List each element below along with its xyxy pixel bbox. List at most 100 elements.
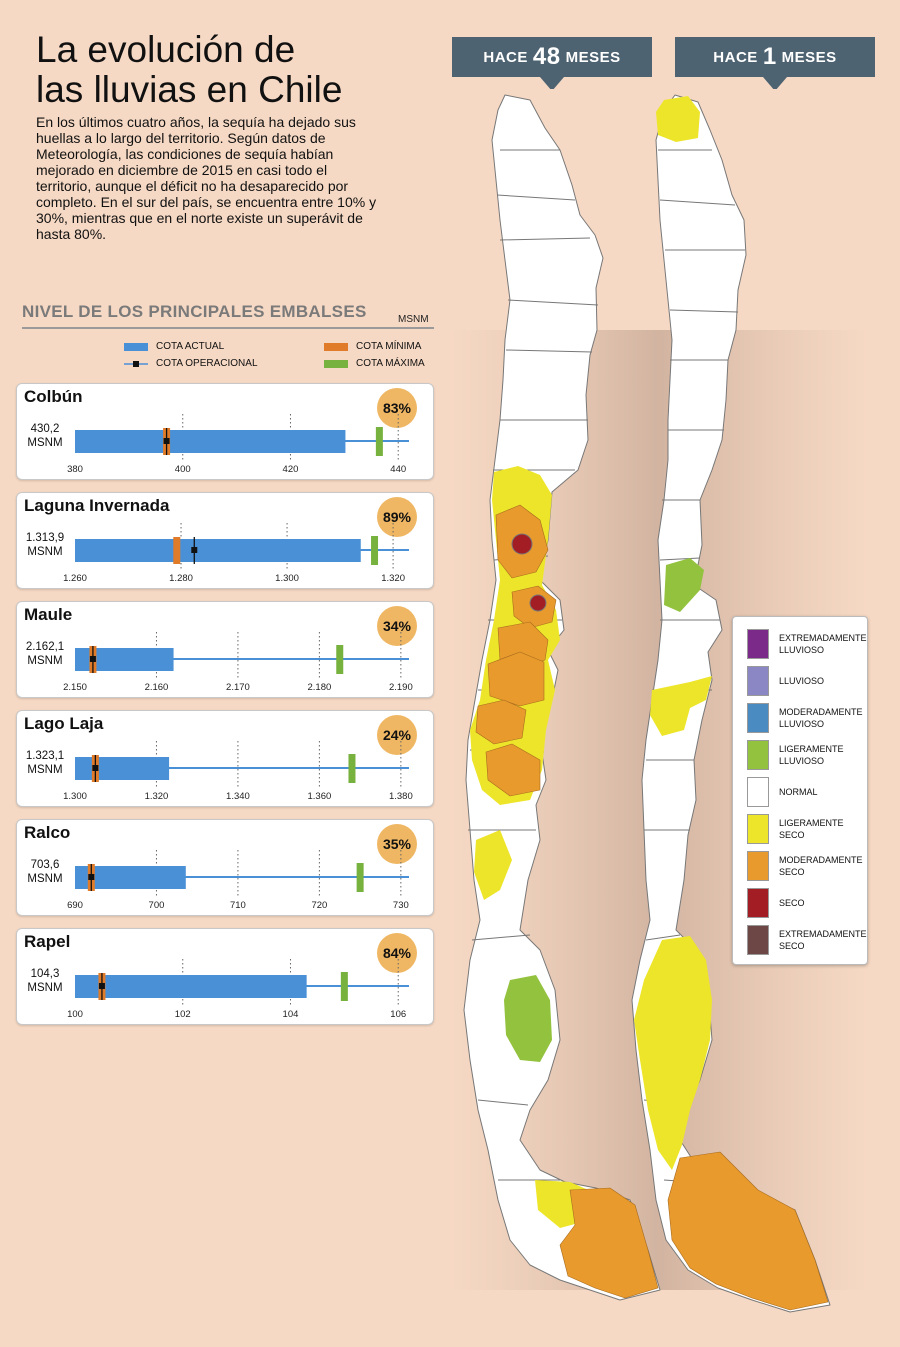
map-legend-label: EXTREMADAMENTE SECO	[779, 929, 867, 951]
map-legend-swatch	[747, 703, 769, 733]
tick-label: 400	[175, 464, 191, 475]
reservoir-value: 2.162,1 MSNM	[23, 640, 67, 668]
banner-1-month: HACE 1 MESES	[675, 37, 875, 89]
percent-badge: 83%	[377, 388, 417, 428]
banner-48-shape	[452, 37, 652, 89]
banner-48-number: 48	[532, 43, 561, 70]
percent-badge: 84%	[377, 933, 417, 973]
percent-badge: 24%	[377, 715, 417, 755]
map-48-red-zone-1	[511, 533, 533, 555]
bar-cota-actual	[75, 866, 186, 889]
marker-cota-maxima	[340, 972, 348, 1001]
reservoir-name: Rapel	[24, 932, 71, 951]
legend-actual-label: COTA ACTUAL	[156, 341, 225, 352]
map-legend-label: EXTREMADAMENTE LLUVIOSO	[779, 633, 867, 655]
bar-cota-actual	[75, 430, 346, 453]
tick-label: 710	[230, 900, 246, 911]
tick-label: 1.320	[145, 791, 169, 802]
banner-48-text: HACE 48 MESES	[452, 37, 652, 77]
tick-label: 420	[283, 464, 299, 475]
map-legend-item: EXTREMADAMENTE LLUVIOSO	[747, 629, 867, 659]
map-legend-item: SECO	[747, 888, 865, 918]
reservoir-value-number: 1.323,1	[25, 750, 65, 762]
banner-1-text: HACE 1 MESES	[675, 37, 875, 77]
map-legend-swatch	[747, 888, 769, 918]
reservoir-value: 430,2 MSNM	[23, 422, 67, 450]
tick-label: 1.300	[275, 573, 299, 584]
map-legend-swatch	[747, 777, 769, 807]
marker-cota-operacional	[191, 547, 198, 553]
map-legend-swatch	[747, 666, 769, 696]
tick-label: 1.280	[169, 573, 193, 584]
map-legend-item: LIGERAMENTE SECO	[747, 814, 865, 844]
reservoir-name: Maule	[24, 605, 73, 624]
marker-cota-maxima	[371, 536, 379, 565]
banner-1-shape	[675, 37, 875, 89]
reservoir-card: Ralco 35% 703,6 MSNM 690 700 710 720 730	[16, 819, 434, 916]
percent-badge: 35%	[377, 824, 417, 864]
map-1-yellow-zone-south	[634, 936, 712, 1170]
map-48-red-zone-2	[529, 594, 547, 612]
map-legend-item: LIGERAMENTE LLUVIOSO	[747, 740, 865, 770]
reservoir-value-unit: MSNM	[27, 437, 63, 449]
reservoir-value-unit: MSNM	[27, 982, 63, 994]
banner-1-number: 1	[762, 43, 777, 70]
banner-48-prefix: HACE	[483, 48, 528, 66]
map-legend-item: MODERADAMENTE SECO	[747, 851, 865, 881]
reservoir-value-unit: MSNM	[27, 655, 63, 667]
legend-maxima-swatch	[324, 359, 348, 368]
reservoir-value-number: 430,2	[30, 423, 60, 435]
map-48-green-zone	[504, 975, 552, 1062]
banner-48-suffix: MESES	[565, 48, 621, 66]
section-unit: MSNM	[398, 314, 429, 325]
map-legend: EXTREMADAMENTE LLUVIOSO LLUVIOSO MODERAD…	[732, 616, 868, 965]
reservoir-card: Laguna Invernada 89% 1.313,9 MSNM 1.260 1…	[16, 492, 434, 589]
reservoir-value: 104,3 MSNM	[23, 967, 67, 995]
bar-cota-actual	[75, 539, 361, 562]
tick-label: 700	[149, 900, 165, 911]
banner-1-prefix: HACE	[713, 48, 758, 66]
reservoir-plot: 1.300 1.320 1.340 1.360 1.380	[63, 741, 413, 802]
legend-actual: COTA ACTUAL	[124, 341, 224, 352]
map-legend-item: MODERADAMENTE LLUVIOSO	[747, 703, 865, 733]
marker-cota-operacional	[89, 656, 96, 662]
tick-label: 106	[390, 1009, 406, 1020]
map-1-green-zone	[664, 558, 704, 612]
bar-cota-actual	[75, 975, 307, 998]
reservoir-value-number: 104,3	[30, 968, 60, 980]
reservoir-plot: 2.150 2.160 2.170 2.180 2.190	[63, 632, 413, 693]
marker-cota-operacional	[163, 438, 170, 444]
map-48-yellow-zone-2	[474, 830, 512, 900]
map-legend-item: NORMAL	[747, 777, 865, 807]
marker-cota-maxima	[356, 863, 364, 892]
page-title: La evolución de las lluvias en Chile	[36, 30, 416, 110]
tick-label: 1.340	[226, 791, 250, 802]
reservoir-value: 703,6 MSNM	[23, 858, 67, 886]
reservoir-name: Lago Laja	[24, 714, 104, 733]
map-48-months	[463, 94, 661, 1301]
reservoir-value-unit: MSNM	[27, 873, 63, 885]
legend-operacional: COTA OPERACIONAL	[124, 358, 258, 369]
map-48-orange-zone-south	[559, 1187, 659, 1299]
map-legend-label: LIGERAMENTE SECO	[779, 818, 844, 840]
banner-48-months: HACE 48 MESES	[452, 37, 652, 89]
map-1-month	[631, 94, 831, 1313]
tick-label: 2.160	[145, 682, 169, 693]
marker-cota-operacional	[88, 874, 95, 880]
reservoir-value: 1.323,1 MSNM	[23, 749, 67, 777]
reservoir-plot: 1.260 1.280 1.300 1.320	[63, 523, 409, 584]
map-legend-item: EXTREMADAMENTE SECO	[747, 925, 867, 955]
marker-cota-maxima	[375, 427, 383, 456]
title-line-1: La evolución de	[36, 29, 296, 70]
tick-label: 1.260	[63, 573, 87, 584]
map-1-orange-zone-south	[667, 1151, 829, 1311]
reservoir-plot: 100 102 104 106	[67, 959, 409, 1020]
bar-cota-actual	[75, 648, 174, 671]
tick-label: 102	[175, 1009, 191, 1020]
tick-label: 2.190	[389, 682, 413, 693]
map-legend-item: LLUVIOSO	[747, 666, 865, 696]
marker-cota-maxima	[348, 754, 356, 783]
map-legend-label: SECO	[779, 898, 805, 908]
reservoir-name: Colbún	[24, 387, 83, 406]
legend-minima-swatch	[324, 342, 348, 351]
